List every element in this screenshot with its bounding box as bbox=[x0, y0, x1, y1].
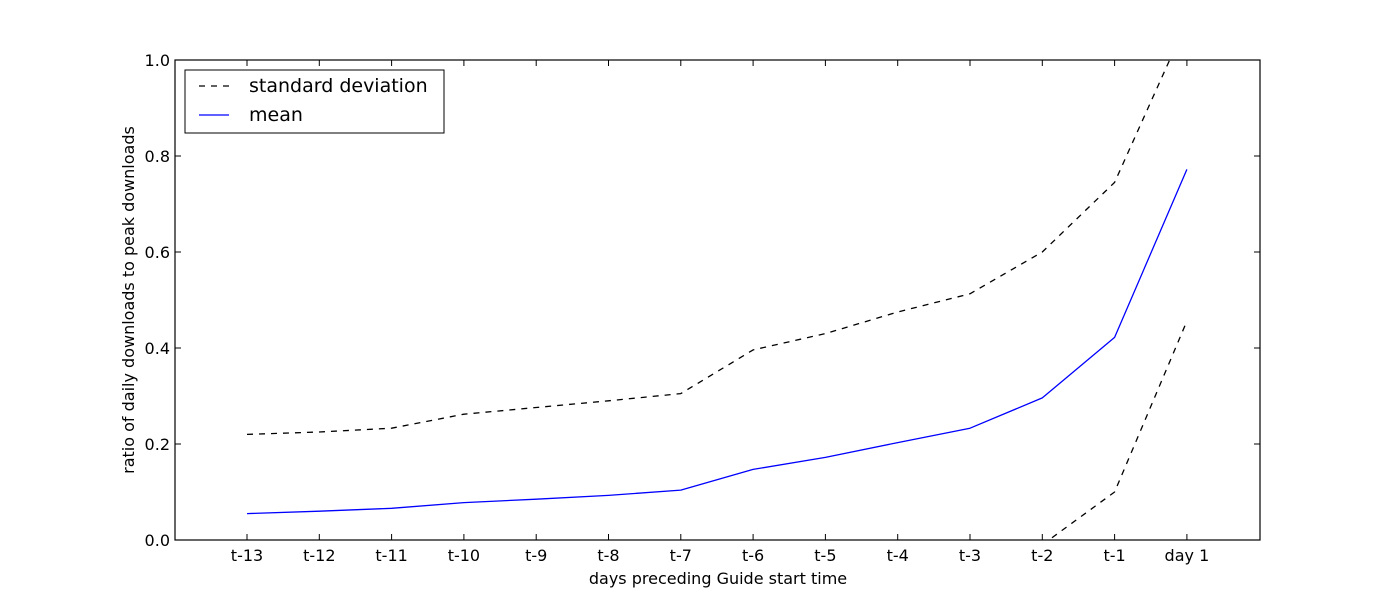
legend: standard deviation mean bbox=[184, 69, 445, 134]
x-tick-label: t-4 bbox=[887, 546, 909, 565]
plot-frame bbox=[174, 59, 1261, 541]
x-tick-label: t-8 bbox=[597, 546, 619, 565]
x-tick-label: t-9 bbox=[525, 546, 547, 565]
x-tick-label: t-11 bbox=[375, 546, 407, 565]
x-tick-label: t-5 bbox=[814, 546, 836, 565]
legend-box bbox=[184, 69, 445, 134]
x-tick-label: t-2 bbox=[1031, 546, 1053, 565]
y-tick-label: 0.4 bbox=[145, 339, 170, 358]
x-tick-label: t-10 bbox=[448, 546, 480, 565]
y-tick-label: 0.0 bbox=[145, 531, 170, 550]
x-tick-label: t-12 bbox=[303, 546, 335, 565]
y-tick-label: 0.2 bbox=[145, 435, 170, 454]
y-tick-label: 0.8 bbox=[145, 147, 170, 166]
x-axis-title: days preceding Guide start time bbox=[589, 569, 847, 588]
y-axis-title: ratio of daily downloads to peak downloa… bbox=[119, 126, 138, 474]
legend-label-standard-deviation: standard deviation bbox=[249, 75, 428, 97]
y-tick-label: 0.6 bbox=[145, 243, 170, 262]
y-tick-label: 1.0 bbox=[145, 51, 170, 70]
x-tick-label: t-7 bbox=[670, 546, 692, 565]
series-layer bbox=[246, 60, 1188, 540]
x-tick-label: t-13 bbox=[231, 546, 263, 565]
legend-label-mean: mean bbox=[249, 104, 303, 126]
series-line-standard-deviation-lower bbox=[1047, 320, 1188, 540]
series-line-mean bbox=[246, 169, 1188, 515]
x-tick-label: t-3 bbox=[959, 546, 981, 565]
x-tick-label: t-1 bbox=[1103, 546, 1125, 565]
x-tick-label: t-6 bbox=[742, 546, 764, 565]
x-tick-label: day 1 bbox=[1165, 546, 1210, 565]
series-line-standard-deviation bbox=[246, 60, 1171, 436]
ticks-layer: t-13 t-12 t-11 t-10 t-9 t-8 t-7 t-6 t-5 t-4 t-3 t-2… bbox=[145, 51, 1260, 565]
